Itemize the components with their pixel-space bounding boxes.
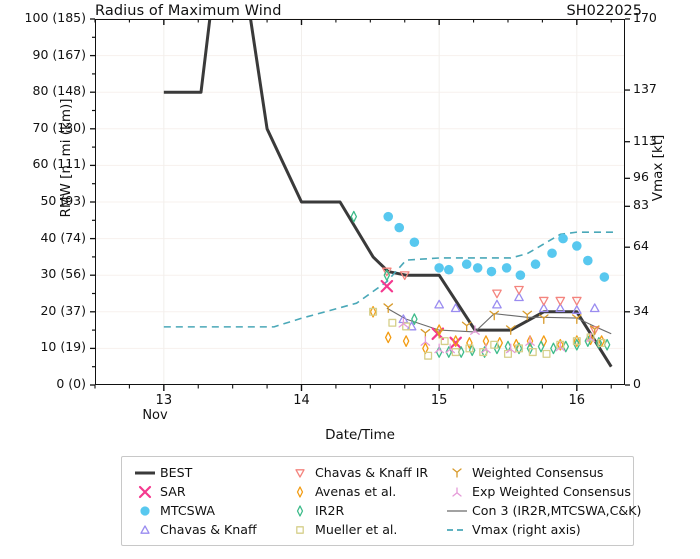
legend-item-avenas-et-al[interactable]: Avenas et al.: [285, 482, 428, 501]
legend-item-sar[interactable]: SAR: [130, 482, 257, 501]
y-tick-right-83: 83: [633, 197, 649, 213]
weighted-consensus-symbol-icon: [442, 463, 472, 482]
legend-item-exp-weighted-consensus[interactable]: Exp Weighted Consensus: [442, 482, 641, 501]
vmax-right-axis-symbol-icon: [442, 520, 472, 539]
legend-label-vmax-right-axis: Vmax (right axis): [472, 522, 581, 537]
y-tick-left-80: 80 (148): [32, 83, 87, 99]
chart-legend: BEST SAR MTCSWA Chavas & Knaff Chavas & Knaf…: [121, 456, 641, 546]
legend-label-con-3-ir2r-mtcswa-c-k: Con 3 (IR2R,MTCSWA,C&K): [472, 503, 642, 518]
x-tick-13: 13: [155, 393, 173, 408]
chavas-knaff-ir-symbol-icon: [285, 463, 315, 482]
legend-label-chavas-knaff: Chavas & Knaff: [160, 522, 257, 537]
series-best: [163, 19, 613, 368]
y-tick-left-0: 0 (0): [56, 376, 86, 391]
legend-label-mueller-et-al: Mueller et al.: [315, 522, 398, 537]
series-mtcswa: [383, 211, 610, 282]
x-axis-label: Date/Time: [325, 427, 395, 443]
y-tick-right-64: 64: [633, 238, 649, 254]
y-tick-left-100: 100 (185): [24, 10, 86, 25]
y-tick-right-34: 34: [633, 302, 649, 318]
avenas-et-al-symbol-icon: [285, 482, 315, 501]
legend-item-con-3-ir2r-mtcswa-c-k[interactable]: Con 3 (IR2R,MTCSWA,C&K): [442, 501, 641, 520]
legend-label-ir2r: IR2R: [315, 503, 345, 518]
mtcswa-symbol-icon: [130, 501, 160, 520]
series-ir2r: [350, 210, 611, 358]
legend-label-weighted-consensus: Weighted Consensus: [472, 465, 604, 480]
y-tick-left-50: 50 (93): [40, 193, 86, 208]
y-tick-left-10: 10 (19): [40, 339, 86, 355]
axis-ticks: [90, 18, 630, 391]
x-tick-15: 15: [430, 393, 448, 408]
y-tick-right-113: 113: [633, 132, 657, 148]
y-tick-left-90: 90 (167): [32, 46, 87, 62]
page-title: Radius of Maximum Wind: [95, 3, 282, 19]
y-tick-left-30: 30 (56): [40, 266, 86, 282]
y-tick-left-40: 40 (74): [40, 229, 86, 245]
y-tick-right-137: 137: [633, 81, 657, 97]
series-chavas-knaff-ir: [381, 267, 600, 335]
legend-label-sar: SAR: [160, 484, 186, 499]
x-tick-14: 14: [293, 393, 310, 408]
y-tick-left-20: 20 (37): [40, 302, 86, 318]
exp-weighted-consensus-symbol-icon: [442, 482, 472, 501]
legend-label-best: BEST: [160, 465, 193, 480]
legend-item-chavas-knaff-ir[interactable]: Chavas & Knaff IR: [285, 463, 428, 482]
storm-id-label: SH022025: [566, 3, 642, 19]
legend-item-ir2r[interactable]: IR2R: [285, 501, 428, 520]
data-series: [163, 19, 616, 368]
con-3-ir2r-mtcswa-c-k-symbol-icon: [442, 501, 472, 520]
plot-area: [95, 19, 625, 385]
series-mueller-et-al: [369, 307, 606, 360]
legend-label-exp-weighted-consensus: Exp Weighted Consensus: [472, 484, 631, 499]
legend-column-3: Weighted Consensus Exp Weighted Consensus…: [442, 463, 641, 539]
series-con-3-ir2r-mtcswa-c-k: [386, 307, 612, 335]
chavas-knaff-symbol-icon: [130, 520, 160, 539]
legend-label-avenas-et-al: Avenas et al.: [315, 484, 397, 499]
legend-column-1: BEST SAR MTCSWA Chavas & Knaff: [130, 463, 257, 539]
y-tick-left-70: 70 (130): [32, 119, 87, 135]
mueller-et-al-symbol-icon: [285, 520, 315, 539]
y-tick-left-60: 60 (111): [32, 156, 87, 172]
sar-symbol-icon: [130, 482, 160, 501]
series-exp-weighted-consensus: [398, 317, 596, 354]
ir2r-symbol-icon: [285, 501, 315, 520]
legend-item-mueller-et-al[interactable]: Mueller et al.: [285, 520, 428, 539]
legend-item-best[interactable]: BEST: [130, 463, 257, 482]
series-chavas-knaff: [398, 292, 600, 331]
x-tick-16: 16: [568, 393, 586, 408]
legend-label-mtcswa: MTCSWA: [160, 503, 215, 518]
y-tick-right-96: 96: [633, 169, 649, 185]
legend-item-weighted-consensus[interactable]: Weighted Consensus: [442, 463, 641, 482]
y-tick-right-170: 170: [633, 10, 657, 25]
x-axis-month-label: Nov: [142, 408, 168, 423]
best-symbol-icon: [130, 463, 160, 482]
legend-label-chavas-knaff-ir: Chavas & Knaff IR: [315, 465, 429, 480]
legend-column-2: Chavas & Knaff IR Avenas et al. IR2R Muelle…: [285, 463, 428, 539]
legend-item-mtcswa[interactable]: MTCSWA: [130, 501, 257, 520]
legend-item-vmax-right-axis[interactable]: Vmax (right axis): [442, 520, 641, 539]
legend-item-chavas-knaff[interactable]: Chavas & Knaff: [130, 520, 257, 539]
y-tick-right-0: 0: [633, 376, 641, 391]
